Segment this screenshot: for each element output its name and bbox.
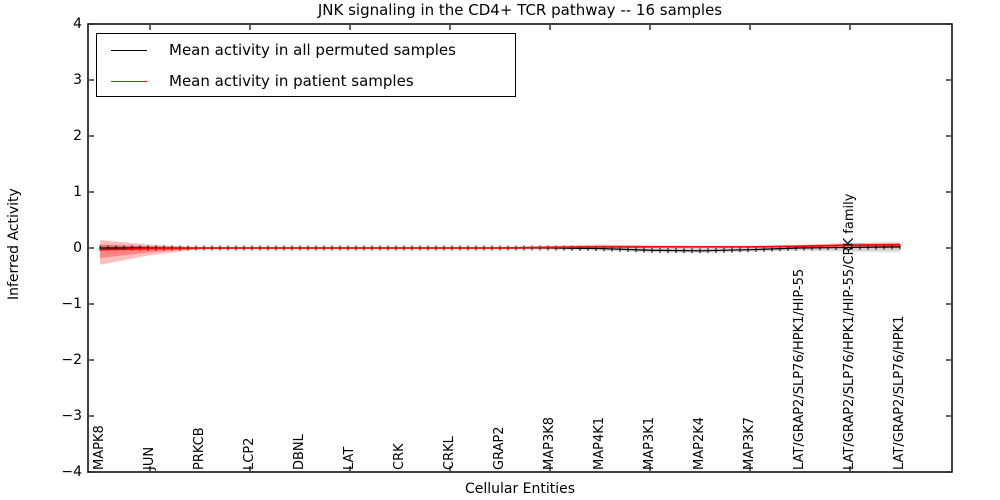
legend-line-swatch-red [111, 80, 147, 82]
x-entity-label: LAT/GRAP2/SLP76/HPK1/HIP-55 [792, 268, 807, 470]
y-axis-label: Inferred Activity [6, 188, 22, 300]
x-axis-label: Cellular Entities [464, 481, 576, 497]
y-tick-label: 4 [73, 16, 82, 32]
x-entity-label: CRKL [442, 436, 457, 470]
patient-band [100, 240, 900, 265]
y-tick-label: 0 [73, 240, 82, 256]
x-entity-label: MAP3K1 [642, 416, 657, 470]
y-tick-label: 1 [73, 184, 82, 200]
x-entity-label: LAT/GRAP2/SLP76/HPK1/HIP-55/CRK family [842, 193, 857, 470]
y-tick-label: 3 [73, 72, 82, 88]
chart-title: JNK signaling in the CD4+ TCR pathway --… [317, 1, 723, 19]
y-tick-label: −1 [61, 296, 82, 312]
legend-box: Mean activity in all permuted samples Me… [96, 33, 516, 97]
x-entity-label: LAT/GRAP2/SLP76/HPK1 [892, 315, 907, 470]
x-entity-label: MAPK8 [92, 425, 107, 470]
x-entity-label: MAP4K1 [592, 416, 607, 470]
y-tick-label: −4 [61, 464, 82, 480]
x-entity-label: PRKCB [192, 427, 207, 470]
legend-line-swatch-black [111, 49, 147, 51]
x-entity-label: LAT [342, 446, 357, 470]
x-entity-label: GRAP2 [492, 426, 507, 470]
y-tick-label: −3 [61, 408, 82, 424]
x-entity-label: JUN [142, 446, 157, 470]
x-entity-label: MAP3K8 [542, 416, 557, 470]
legend-entry-permuted: Mean activity in all permuted samples [111, 34, 456, 66]
legend-label-permuted: Mean activity in all permuted samples [169, 41, 456, 59]
x-entity-label: LCP2 [242, 437, 257, 470]
y-tick-label: −2 [61, 352, 82, 368]
patient-mean-line [99, 243, 901, 251]
legend-entry-patient: Mean activity in patient samples [111, 65, 414, 97]
axes-spines [87, 23, 953, 473]
x-entity-label: DBNL [292, 434, 307, 470]
y-tick-label: 2 [73, 128, 82, 144]
x-entity-label: MAP3K7 [742, 416, 757, 470]
x-entity-label: MAP2K4 [692, 416, 707, 470]
legend-label-patient: Mean activity in patient samples [169, 72, 414, 90]
x-entity-label: CRK [392, 443, 407, 470]
